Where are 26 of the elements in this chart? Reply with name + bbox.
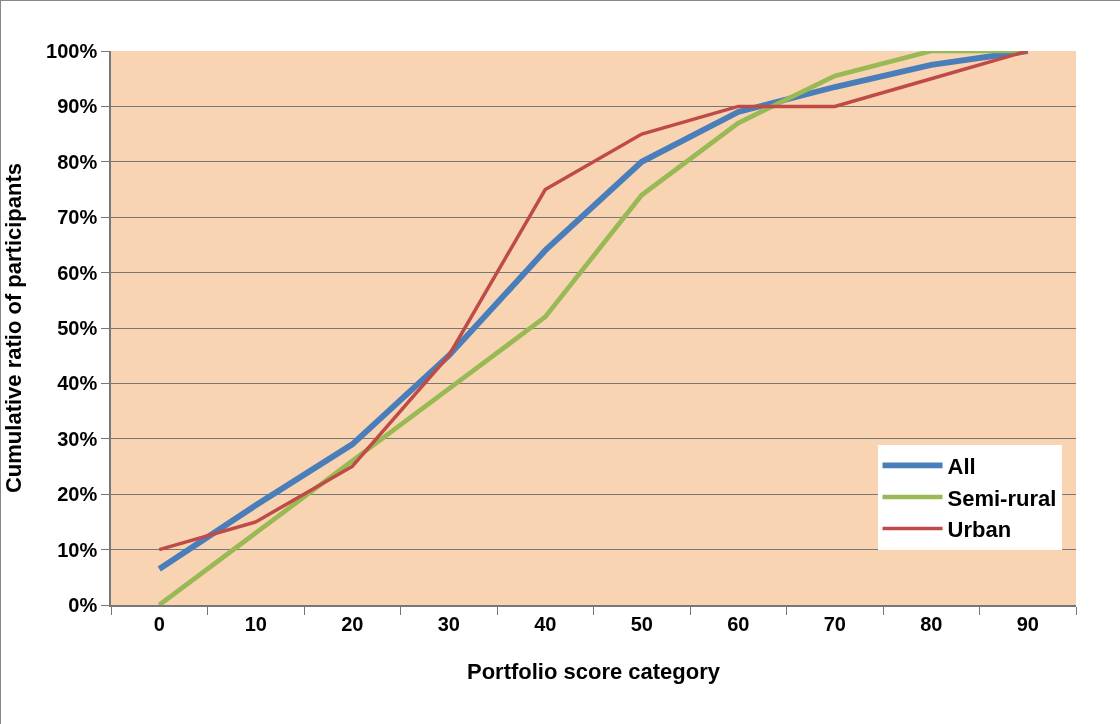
x-tick-label: 70: [823, 612, 846, 635]
x-tick-label: 40: [534, 612, 557, 635]
x-tick-label: 30: [437, 612, 460, 635]
x-tick-label: 80: [920, 612, 943, 635]
y-axis-title: Cumulative ratio of participants: [1, 162, 27, 494]
y-tick-label: 80%: [57, 150, 98, 173]
x-tick-label: 20: [341, 612, 364, 635]
y-tick-label: 20%: [57, 483, 98, 506]
y-tick-label: 100%: [46, 40, 98, 62]
x-tick-label: 0: [153, 612, 165, 635]
y-tick-label: 30%: [57, 427, 98, 450]
y-tick-label: 10%: [57, 538, 98, 561]
x-tick-label: 60: [727, 612, 750, 635]
y-tick-label: 0%: [68, 594, 98, 616]
legend-label: Urban: [947, 517, 1012, 543]
x-tick-label: 10: [244, 612, 267, 635]
x-tick-label: 90: [1016, 612, 1039, 635]
y-tick-label: 70%: [57, 206, 98, 229]
legend-label: All: [947, 453, 976, 479]
y-tick-label: 50%: [57, 317, 98, 339]
x-tick-label: 50: [630, 612, 653, 635]
legend-label: Semi-rural: [947, 485, 1057, 511]
y-tick-label: 40%: [57, 372, 98, 395]
y-tick-label: 90%: [57, 95, 98, 118]
y-tick-label: 60%: [57, 261, 98, 284]
x-axis-title: Portfolio score category: [466, 659, 721, 685]
